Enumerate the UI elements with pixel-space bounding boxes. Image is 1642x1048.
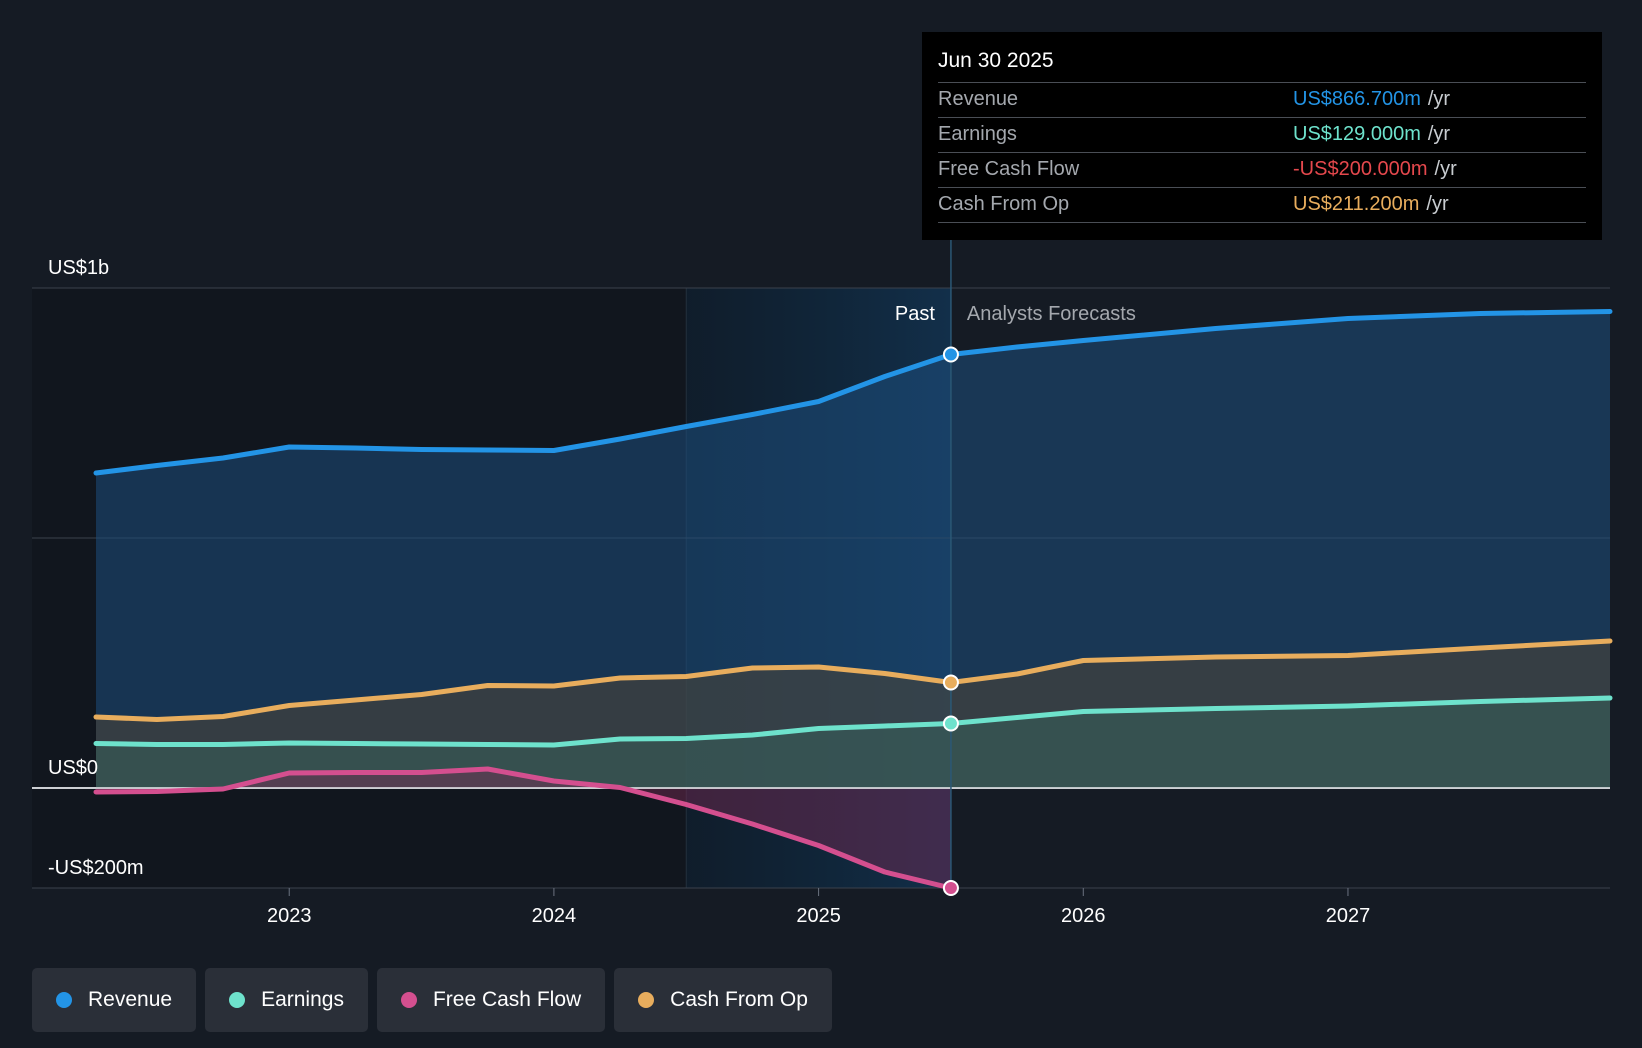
past-label: Past [895,303,935,325]
tooltip-cfo-value: US$211.200m [1293,193,1420,215]
line-cash-from-op [93,638,1613,722]
tooltip-revenue-value: US$866.700m [1293,88,1421,110]
tooltip-unit: /yr [1427,88,1451,110]
legend-item-cash-from-op[interactable]: Cash From Op [614,968,832,1032]
line-free-cash-flow [93,766,954,891]
tooltip-revenue-label: Revenue [938,88,1019,110]
legend-item-revenue[interactable]: Revenue [32,968,197,1032]
tooltip-unit: /yr [1434,158,1457,180]
chart-tooltip: Jun 30 2025 Revenue US$866.700m /yr Earn… [922,32,1602,240]
y-tick-label: -US$200m [48,857,144,879]
tooltip-date: Jun 30 2025 [938,49,1054,72]
legend-item-earnings[interactable]: Earnings [205,968,368,1032]
x-tick-label: 2024 [532,905,577,927]
legend-dot-icon [229,992,246,1008]
tooltip-earnings-value: US$129.000m [1293,123,1421,145]
tooltip-cfo-label: Cash From Op [938,193,1070,215]
tooltip-fcf-label: Free Cash Flow [938,158,1080,180]
tooltip-fcf-value: -US$200.000m [1293,158,1428,180]
legend-label: Revenue [88,988,173,1011]
x-tick-label: 2026 [1061,905,1106,927]
legend-label: Earnings [261,988,344,1011]
marker-cash-from-op [942,674,959,691]
area-cash-from-op [96,641,1610,788]
forecast-label: Analysts Forecasts [967,303,1136,325]
legend-label: Free Cash Flow [432,988,582,1011]
legend-label: Cash From Op [670,988,808,1011]
legend-item-free-cash-flow[interactable]: Free Cash Flow [376,968,606,1032]
tooltip-row-earnings: Earnings US$129.000m /yr [938,117,1586,152]
tooltip-row-cash-from-op: Cash From Op US$211.200m /yr [938,187,1586,223]
x-tick-label: 2025 [796,905,841,927]
tooltip-earnings-label: Earnings [938,123,1017,145]
tooltip-unit: /yr [1427,123,1451,145]
line-earnings [93,695,1613,748]
x-tick-label: 2023 [267,905,312,927]
line-revenue [93,309,1613,476]
legend-dot-icon [400,992,417,1008]
tooltip-row-free-cash-flow: Free Cash Flow -US$200.000m /yr [938,152,1586,187]
area-earnings [96,698,1610,788]
tooltip-unit: /yr [1426,193,1449,215]
y-tick-label: US$1b [48,257,109,279]
marker-earnings [942,715,959,732]
legend-dot-icon [56,992,72,1008]
area-free-cash-flow [96,769,951,888]
marker-free-cash-flow [942,880,959,896]
chart-legend: Revenue Earnings Free Cash Flow Cash Fro… [32,968,832,1032]
tooltip-row-revenue: Revenue US$866.700m /yr [938,82,1586,117]
y-tick-label: US$0 [48,757,98,779]
x-tick-label: 2027 [1326,905,1371,927]
marker-revenue [942,346,959,363]
legend-dot-icon [638,992,655,1008]
